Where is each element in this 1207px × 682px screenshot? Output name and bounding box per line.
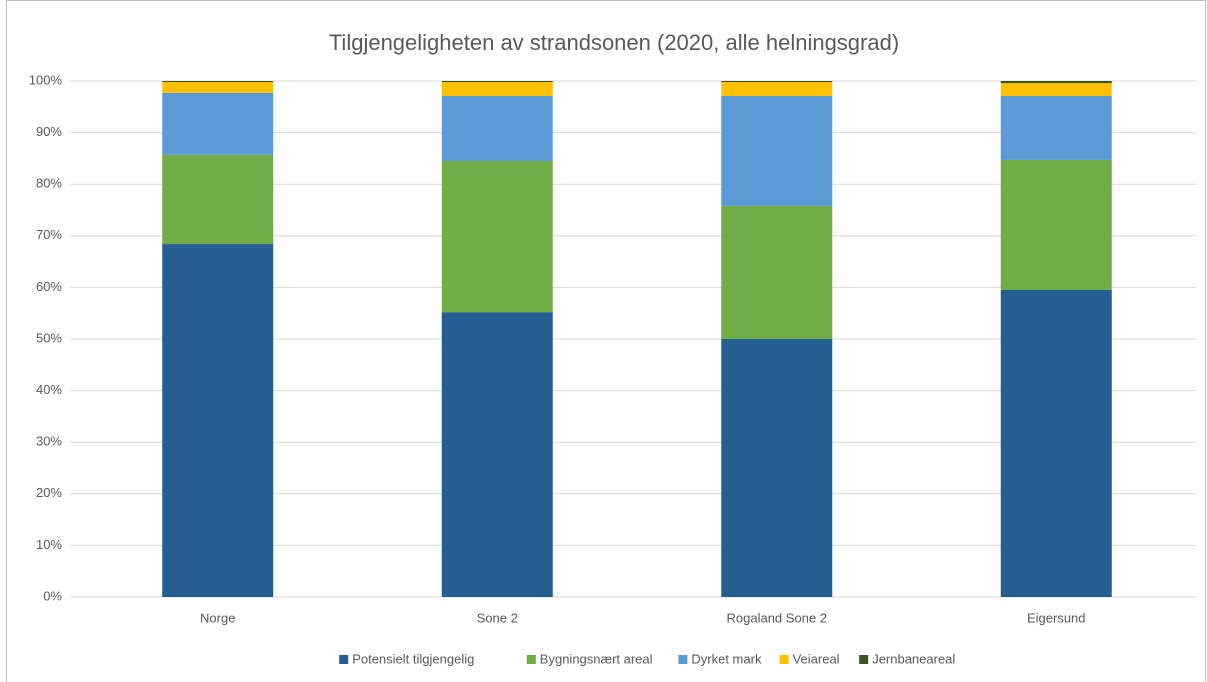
x-tick-label: Rogaland Sone 2 bbox=[727, 610, 827, 625]
bar-segment bbox=[441, 82, 553, 96]
bar-segment bbox=[1000, 289, 1112, 597]
bar-segment bbox=[1000, 95, 1112, 160]
legend-swatch bbox=[859, 655, 869, 664]
x-tick-label: Eigersund bbox=[1027, 610, 1086, 625]
bar-segment bbox=[721, 205, 833, 339]
legend-swatch bbox=[678, 655, 688, 664]
bar-segment bbox=[441, 160, 553, 313]
legend-label: Veiareal bbox=[793, 651, 840, 666]
legend-swatch bbox=[339, 655, 349, 664]
x-tick-label: Norge bbox=[200, 610, 235, 625]
y-tick-label: 20% bbox=[36, 485, 62, 500]
bar-segment bbox=[1000, 81, 1112, 84]
bar-segment bbox=[162, 82, 274, 93]
y-tick-label: 30% bbox=[36, 434, 62, 449]
y-tick-label: 100% bbox=[29, 72, 63, 87]
chart-title: Tilgjengeligheten av strandsonen (2020, … bbox=[329, 30, 899, 55]
bar-segment bbox=[721, 339, 833, 597]
bar-segment bbox=[721, 81, 833, 83]
legend-swatch bbox=[779, 655, 789, 664]
bar-segment bbox=[162, 81, 274, 83]
y-tick-label: 40% bbox=[36, 382, 62, 397]
bar-segment bbox=[441, 95, 553, 161]
bar-segment bbox=[721, 95, 833, 206]
y-tick-label: 60% bbox=[36, 279, 62, 294]
y-tick-label: 50% bbox=[36, 330, 62, 345]
bar-segment bbox=[162, 154, 274, 245]
bar-segment bbox=[441, 312, 553, 597]
legend-label: Dyrket mark bbox=[691, 651, 762, 666]
legend-label: Jernbaneareal bbox=[872, 651, 955, 666]
x-tick-label: Sone 2 bbox=[477, 610, 518, 625]
y-tick-label: 90% bbox=[36, 124, 62, 139]
y-tick-label: 10% bbox=[36, 537, 62, 552]
y-tick-label: 70% bbox=[36, 227, 62, 242]
bar-segment bbox=[162, 244, 274, 597]
legend-label: Potensielt tilgjengelig bbox=[352, 651, 474, 666]
bar-segment bbox=[1000, 159, 1112, 290]
bar-segment bbox=[1000, 83, 1112, 96]
bar-segment bbox=[441, 81, 553, 83]
legend-label: Bygningsnært areal bbox=[540, 651, 653, 666]
bar-segment bbox=[721, 82, 833, 96]
y-tick-label: 80% bbox=[36, 176, 62, 191]
y-tick-label: 0% bbox=[43, 588, 62, 603]
legend-swatch bbox=[526, 655, 536, 664]
bar-segment bbox=[162, 92, 274, 155]
